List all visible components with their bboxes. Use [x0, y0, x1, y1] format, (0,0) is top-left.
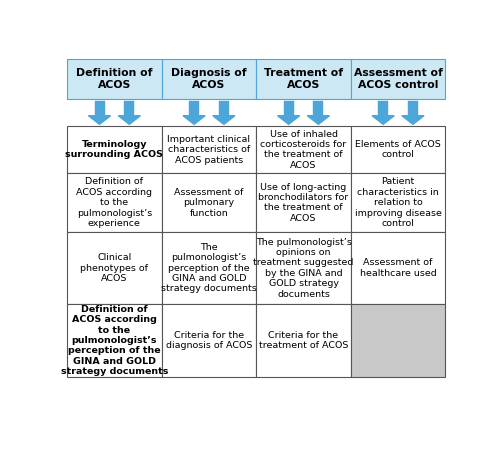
- Bar: [284, 101, 294, 116]
- Bar: [351, 232, 446, 304]
- Polygon shape: [372, 116, 394, 124]
- Text: Important clinical
characteristics of
ACOS patients: Important clinical characteristics of AC…: [168, 135, 250, 164]
- Bar: [256, 126, 351, 174]
- Bar: [256, 304, 351, 377]
- Text: Treatment of
ACOS: Treatment of ACOS: [264, 68, 343, 90]
- Bar: [67, 126, 162, 174]
- Bar: [351, 59, 446, 99]
- Polygon shape: [183, 116, 205, 124]
- Polygon shape: [308, 116, 330, 124]
- Bar: [351, 126, 446, 174]
- Text: Elements of ACOS
control: Elements of ACOS control: [355, 140, 441, 159]
- Bar: [67, 174, 162, 232]
- Bar: [94, 101, 104, 116]
- Text: Definition of
ACOS: Definition of ACOS: [76, 68, 152, 90]
- Polygon shape: [278, 116, 299, 124]
- Bar: [67, 59, 162, 99]
- Text: Diagnosis of
ACOS: Diagnosis of ACOS: [171, 68, 247, 90]
- Text: Definition of
ACOS according
to the
pulmonologist’s
perception of the
GINA and G: Definition of ACOS according to the pulm…: [60, 305, 168, 376]
- Text: Criteria for the
diagnosis of ACOS: Criteria for the diagnosis of ACOS: [166, 331, 252, 350]
- Polygon shape: [88, 116, 110, 124]
- Bar: [378, 101, 388, 116]
- Text: Assessment of
pulmonary
function: Assessment of pulmonary function: [174, 188, 244, 218]
- Bar: [162, 174, 256, 232]
- Bar: [67, 304, 162, 377]
- Text: Clinical
phenotypes of
ACOS: Clinical phenotypes of ACOS: [80, 253, 148, 283]
- Text: The
pulmonologist’s
perception of the
GINA and GOLD
strategy documents: The pulmonologist’s perception of the GI…: [161, 243, 257, 293]
- Bar: [162, 304, 256, 377]
- Bar: [256, 174, 351, 232]
- Text: Use of inhaled
corticosteroids for
the treatment of
ACOS: Use of inhaled corticosteroids for the t…: [260, 129, 346, 170]
- Text: Assessment of
ACOS control: Assessment of ACOS control: [354, 68, 442, 90]
- Text: Assessment of
healthcare used: Assessment of healthcare used: [360, 258, 436, 278]
- Bar: [314, 101, 324, 116]
- Polygon shape: [213, 116, 235, 124]
- Bar: [351, 304, 446, 377]
- Bar: [219, 101, 229, 116]
- Text: The pulmonologist’s
opinions on
treatment suggested
by the GINA and
GOLD strateg: The pulmonologist’s opinions on treatmen…: [254, 237, 354, 298]
- Polygon shape: [118, 116, 141, 124]
- Text: Criteria for the
treatment of ACOS: Criteria for the treatment of ACOS: [259, 331, 348, 350]
- Text: Patient
characteristics in
relation to
improving disease
control: Patient characteristics in relation to i…: [354, 177, 442, 228]
- Polygon shape: [402, 116, 424, 124]
- Bar: [162, 126, 256, 174]
- Bar: [162, 232, 256, 304]
- Bar: [67, 232, 162, 304]
- Bar: [189, 101, 199, 116]
- Bar: [162, 59, 256, 99]
- Bar: [256, 59, 351, 99]
- Bar: [408, 101, 418, 116]
- Bar: [124, 101, 134, 116]
- Bar: [256, 232, 351, 304]
- Text: Use of long-acting
bronchodilators for
the treatment of
ACOS: Use of long-acting bronchodilators for t…: [258, 183, 348, 223]
- Bar: [351, 174, 446, 232]
- Text: Terminology
surrounding ACOS: Terminology surrounding ACOS: [66, 140, 164, 159]
- Text: Definition of
ACOS according
to the
pulmonologist’s
experience: Definition of ACOS according to the pulm…: [76, 177, 152, 228]
